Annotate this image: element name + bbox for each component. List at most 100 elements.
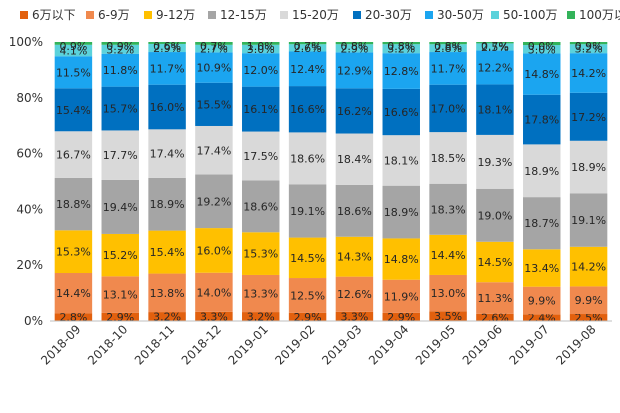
bar-segment <box>476 43 514 51</box>
data-label: 15.5% <box>196 98 231 111</box>
data-label: 11.8% <box>103 64 138 77</box>
data-label: 14.4% <box>56 287 91 300</box>
data-label: 11.7% <box>431 62 466 75</box>
bar-segment <box>569 314 608 321</box>
bar-segment <box>382 53 420 89</box>
bar-segment <box>242 180 280 233</box>
bar-segment <box>54 313 93 321</box>
data-label: 17.4% <box>150 148 185 161</box>
legend-swatch <box>208 11 216 19</box>
bar-segment <box>382 279 420 313</box>
data-label: 18.9% <box>384 206 419 219</box>
data-label: 14.0% <box>196 286 231 299</box>
bar-segment <box>335 184 374 237</box>
bar-segment <box>569 92 608 141</box>
bar-segment <box>101 53 139 87</box>
y-tick-label: 100% <box>9 35 43 49</box>
legend-label: 30-50万 <box>437 8 484 22</box>
bar-segment <box>54 42 93 45</box>
x-tick-label: 2019-08 <box>553 322 598 367</box>
data-label: 19.1% <box>571 214 606 227</box>
bar-segment <box>288 44 327 52</box>
data-label: 0.7% <box>481 40 509 53</box>
bar-segment <box>195 42 233 45</box>
legend-swatch <box>86 11 94 19</box>
bar-segment <box>288 184 327 238</box>
data-label: 18.6% <box>290 152 325 165</box>
data-label: 16.0% <box>150 101 185 114</box>
data-label: 15.7% <box>103 103 138 116</box>
data-label: 15.2% <box>103 249 138 262</box>
data-label: 12.2% <box>477 61 512 74</box>
data-label: 4.1% <box>59 45 87 58</box>
y-axis: 0% 20% 40% 60% 80% 100% <box>9 35 43 328</box>
bar-segment <box>148 129 186 178</box>
data-label: 18.8% <box>56 198 91 211</box>
data-label: 0.9% <box>106 40 134 53</box>
bar-segment <box>148 84 186 130</box>
bar-segment <box>382 42 420 45</box>
data-label: 3.3% <box>340 310 368 323</box>
data-label: 17.5% <box>243 150 278 163</box>
legend-label: 20-30万 <box>365 8 412 22</box>
bar-segment <box>569 193 608 247</box>
y-tick-label: 80% <box>16 91 43 105</box>
data-label: 9.9% <box>528 294 556 307</box>
legend-swatch <box>144 11 152 19</box>
bar-segment <box>523 144 561 198</box>
data-label: 16.1% <box>243 103 278 116</box>
data-label: 14.3% <box>337 251 372 264</box>
data-label: 2.8% <box>434 42 462 55</box>
legend-label: 6万以下 <box>32 8 76 22</box>
bar-segment <box>476 42 514 44</box>
bar-segment <box>148 43 186 53</box>
bar-segment <box>101 44 139 54</box>
data-label: 12.0% <box>243 64 278 77</box>
data-label: 17.4% <box>196 144 231 157</box>
data-label: 0.7% <box>200 40 228 53</box>
bar-segment <box>101 276 139 313</box>
bar-segment <box>335 311 374 321</box>
legend: 6万以下 6-9万 9-12万 12-15万 15-20万 20-30万 30-50万 50-… <box>20 8 620 22</box>
bar-segment <box>242 86 280 132</box>
x-tick-label: 2019-01 <box>226 322 271 367</box>
bar-segment <box>382 135 420 186</box>
data-label: 19.2% <box>196 195 231 208</box>
data-label: 14.2% <box>571 67 606 80</box>
x-tick-label: 2018-09 <box>38 322 83 367</box>
bar-segment <box>242 312 280 321</box>
bar-segment <box>382 185 420 239</box>
bar-segment <box>429 274 467 312</box>
data-label: 16.6% <box>384 106 419 119</box>
data-label: 18.3% <box>431 203 466 216</box>
bar-segment <box>429 132 467 184</box>
data-label: 3.3% <box>200 310 228 323</box>
bar-segment <box>569 42 608 45</box>
bar-segment <box>242 131 280 181</box>
data-label: 12.6% <box>337 288 372 301</box>
data-label: 15.4% <box>56 104 91 117</box>
data-label: 13.1% <box>103 289 138 302</box>
data-label: 17.0% <box>431 102 466 115</box>
bar-segment <box>195 311 233 321</box>
legend-swatch <box>353 11 361 19</box>
bar-segment <box>288 86 327 133</box>
bar-segment <box>242 232 280 275</box>
data-label: 0.9% <box>575 40 603 53</box>
legend-swatch <box>425 11 433 19</box>
data-label: 3.2% <box>575 43 603 56</box>
bar-segment <box>429 311 467 321</box>
bar-segment <box>54 273 93 314</box>
data-label: 19.4% <box>103 201 138 214</box>
data-label: 3.5% <box>434 310 462 323</box>
bar-segment <box>429 183 467 235</box>
legend-label: 100万以上 <box>579 8 620 22</box>
bar-segment <box>382 312 420 321</box>
data-label: 15.4% <box>150 246 185 259</box>
bar-segment <box>335 52 374 89</box>
data-label: 14.8% <box>384 253 419 266</box>
bar-segment <box>101 130 139 180</box>
data-label: 3.2% <box>387 43 415 56</box>
bar-segment <box>148 42 186 44</box>
data-label: 17.7% <box>103 149 138 162</box>
